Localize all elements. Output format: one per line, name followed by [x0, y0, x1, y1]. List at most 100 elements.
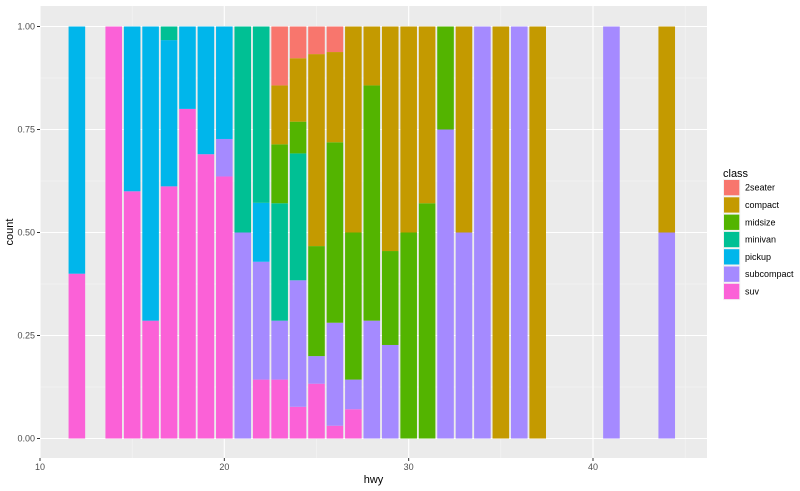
bar-segment-suv-hwy-17 — [160, 186, 178, 439]
bar-segment-pickup-hwy-19 — [197, 26, 215, 155]
bar-segment-suv-hwy-26 — [326, 425, 344, 439]
bar-segment-suv-hwy-24 — [289, 406, 307, 439]
bar-segment-pickup-hwy-16 — [142, 26, 159, 321]
legend-swatch-pickup — [724, 249, 740, 265]
bar-segment-suv-hwy-15 — [123, 191, 141, 439]
axes: 0.00 0.25 0.50 0.75 1.00 10 20 30 40 — [17, 22, 598, 473]
bar-segment-suv-hwy-23 — [271, 379, 288, 439]
bar-segment-compact-hwy-25 — [308, 54, 325, 247]
legend-swatch-2seater — [724, 180, 740, 196]
bar-segment-subcompact-hwy-25 — [308, 356, 325, 384]
bar-segment-suv-hwy-14 — [105, 26, 123, 439]
bar-segment-suv-hwy-19 — [197, 154, 215, 439]
bar-segment-midsize-hwy-24 — [289, 121, 307, 154]
bar-segment-minivan-hwy-23 — [271, 203, 288, 321]
bar-segment-compact-hwy-44 — [658, 26, 676, 233]
bar-segment-minivan-hwy-21 — [234, 26, 252, 233]
bars — [68, 26, 676, 439]
bar-segment-subcompact-hwy-20 — [216, 138, 233, 177]
bar-segment-compact-hwy-35 — [492, 26, 510, 439]
bar-segment-pickup-hwy-17 — [160, 40, 178, 187]
bar-segment-suv-hwy-27 — [345, 409, 362, 439]
bar-segment-pickup-hwy-15 — [123, 26, 141, 192]
bar-segment-midsize-hwy-30 — [400, 232, 417, 439]
bar-segment-subcompact-hwy-41 — [603, 26, 620, 439]
bar-segment-subcompact-hwy-44 — [658, 232, 676, 439]
bar-segment-midsize-hwy-29 — [381, 251, 399, 345]
legend-label-suv: suv — [745, 286, 760, 296]
legend-label-midsize: midsize — [745, 217, 776, 227]
bar-segment-midsize-hwy-23 — [271, 144, 288, 204]
y-axis-title: count — [4, 219, 16, 246]
legend-label-2seater: 2seater — [745, 183, 775, 193]
legend-label-compact: compact — [745, 200, 780, 210]
bar-segment-compact-hwy-37 — [529, 26, 546, 439]
bar-segment-pickup-hwy-18 — [179, 26, 196, 109]
x-tick-label: 40 — [588, 462, 598, 472]
y-tick-label: 0.50 — [17, 228, 35, 238]
y-tick-label: 0.00 — [17, 434, 35, 444]
bar-segment-subcompact-hwy-34 — [474, 26, 491, 439]
bar-segment-suv-hwy-25 — [308, 383, 325, 439]
bar-segment-2seater-hwy-23 — [271, 26, 288, 86]
legend: class 2seater compact midsize minivan pickup… — [723, 168, 794, 301]
bar-segment-subcompact-hwy-21 — [234, 232, 252, 439]
bar-segment-minivan-hwy-17 — [160, 26, 178, 41]
bar-segment-pickup-hwy-12 — [68, 26, 86, 274]
bar-segment-compact-hwy-27 — [345, 26, 362, 233]
bar-segment-subcompact-hwy-29 — [381, 344, 399, 439]
bar-segment-subcompact-hwy-24 — [289, 280, 307, 407]
legend-label-minivan: minivan — [745, 235, 776, 245]
bar-segment-midsize-hwy-32 — [437, 26, 454, 130]
y-tick-label: 0.75 — [17, 125, 35, 135]
legend-swatch-compact — [724, 197, 740, 213]
bar-segment-subcompact-hwy-32 — [437, 129, 454, 439]
bar-segment-suv-hwy-22 — [252, 379, 270, 439]
x-tick-label: 20 — [219, 462, 229, 472]
bar-segment-compact-hwy-29 — [381, 26, 399, 252]
bar-segment-suv-hwy-16 — [142, 320, 159, 439]
bar-segment-suv-hwy-12 — [68, 273, 86, 439]
x-tick-label: 30 — [404, 462, 414, 472]
bar-segment-compact-hwy-33 — [455, 26, 473, 233]
y-tick-label: 0.25 — [17, 331, 35, 341]
bar-segment-2seater-hwy-26 — [326, 26, 344, 53]
bar-segment-pickup-hwy-22 — [252, 202, 270, 262]
legend-label-pickup: pickup — [745, 252, 771, 262]
bar-segment-midsize-hwy-25 — [308, 246, 325, 357]
bar-segment-compact-hwy-26 — [326, 52, 344, 143]
bar-segment-subcompact-hwy-33 — [455, 232, 473, 439]
bar-segment-subcompact-hwy-26 — [326, 322, 344, 426]
bar-segment-minivan-hwy-22 — [252, 26, 270, 203]
bar-segment-compact-hwy-30 — [400, 26, 417, 233]
bar-segment-compact-hwy-24 — [289, 58, 307, 122]
x-axis-title: hwy — [364, 474, 384, 486]
bar-segment-midsize-hwy-28 — [363, 85, 381, 321]
bar-segment-midsize-hwy-31 — [418, 203, 436, 439]
bar-segment-subcompact-hwy-28 — [363, 320, 381, 439]
bar-segment-2seater-hwy-25 — [308, 26, 325, 55]
legend-swatch-midsize — [724, 214, 740, 230]
legend-swatch-suv — [724, 283, 740, 300]
bar-segment-minivan-hwy-24 — [289, 153, 307, 281]
bar-segment-subcompact-hwy-22 — [252, 261, 270, 380]
bar-segment-subcompact-hwy-23 — [271, 320, 288, 380]
bar-segment-2seater-hwy-24 — [289, 26, 307, 59]
bar-segment-suv-hwy-18 — [179, 108, 196, 439]
bar-segment-compact-hwy-28 — [363, 26, 381, 86]
bar-segment-subcompact-hwy-27 — [345, 379, 362, 410]
legend-swatch-minivan — [724, 231, 740, 248]
legend-label-subcompact: subcompact — [745, 269, 794, 279]
y-tick-label: 1.00 — [17, 22, 35, 32]
bar-segment-suv-hwy-20 — [216, 176, 233, 439]
bar-segment-compact-hwy-31 — [418, 26, 436, 204]
bar-segment-midsize-hwy-26 — [326, 142, 344, 323]
bar-segment-pickup-hwy-20 — [216, 26, 233, 139]
legend-title: class — [723, 168, 749, 180]
bar-segment-compact-hwy-23 — [271, 85, 288, 145]
x-tick-label: 10 — [35, 462, 45, 472]
bar-segment-midsize-hwy-27 — [345, 232, 362, 380]
bar-segment-subcompact-hwy-36 — [510, 26, 528, 439]
